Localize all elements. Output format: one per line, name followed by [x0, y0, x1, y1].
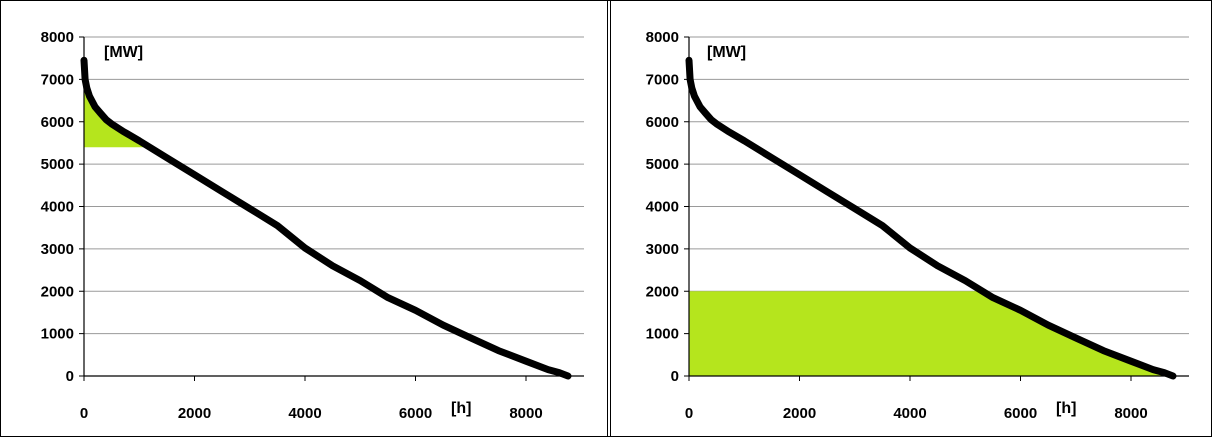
y-tick-labels: 0 1000 2000 3000 4000 5000 6000 7000 8000 — [41, 29, 74, 385]
y-tick-label: 5000 — [41, 156, 74, 173]
y-tick-label: 6000 — [646, 114, 679, 131]
shaded-area — [84, 60, 150, 148]
x-tick-label: 0 — [685, 405, 693, 422]
x-tick-label: 8000 — [509, 405, 542, 422]
y-tick-label: 3000 — [41, 241, 74, 258]
curve-path — [685, 56, 1177, 380]
y-tick-label: 0 — [671, 368, 679, 385]
y-axis-unit: [MW] — [104, 44, 143, 61]
y-tick-label: 7000 — [41, 71, 74, 88]
load-duration-chart-right: 0 1000 2000 3000 4000 5000 6000 7000 8000 0 2000 4… — [646, 29, 1189, 422]
x-tick-label: 4000 — [893, 405, 926, 422]
axes — [79, 36, 584, 381]
y-tick-label: 8000 — [41, 29, 74, 46]
x-tick-label: 2000 — [178, 405, 211, 422]
y-tick-label: 2000 — [41, 283, 74, 300]
x-tick-label: 0 — [80, 405, 88, 422]
x-tick-labels: 0 2000 4000 6000 8000 — [685, 405, 1148, 422]
x-axis-unit: [h] — [1056, 400, 1076, 417]
shaded-region — [84, 60, 150, 148]
y-tick-label: 5000 — [646, 156, 679, 173]
y-tick-label: 8000 — [646, 29, 679, 46]
y-tick-label: 7000 — [646, 71, 679, 88]
y-gridlines — [84, 36, 584, 335]
y-tick-label: 0 — [66, 368, 74, 385]
x-tick-label: 8000 — [1114, 405, 1147, 422]
x-tick-label: 6000 — [399, 405, 432, 422]
y-tick-label: 6000 — [41, 114, 74, 131]
y-tick-label: 2000 — [646, 283, 679, 300]
load-duration-curve — [685, 56, 1177, 380]
y-gridlines — [689, 36, 1189, 335]
y-tick-label: 4000 — [41, 199, 74, 216]
y-tick-label: 3000 — [646, 241, 679, 258]
y-tick-label: 1000 — [41, 326, 74, 343]
x-tick-label: 4000 — [288, 405, 321, 422]
x-tick-labels: 0 2000 4000 6000 8000 — [80, 405, 543, 422]
load-duration-curve — [80, 56, 572, 380]
y-axis-unit: [MW] — [707, 44, 746, 61]
x-tick-label: 2000 — [783, 405, 816, 422]
curve-path — [80, 56, 572, 380]
x-tick-label: 6000 — [1004, 405, 1037, 422]
x-axis-unit: [h] — [451, 400, 471, 417]
load-duration-chart-left: 0 1000 2000 3000 4000 5000 6000 7000 8000 0 2000 4… — [41, 29, 584, 422]
y-tick-label: 4000 — [646, 199, 679, 216]
shaded-area — [689, 291, 1173, 376]
y-tick-labels: 0 1000 2000 3000 4000 5000 6000 7000 8000 — [646, 29, 679, 385]
shaded-region — [689, 291, 1173, 376]
y-tick-label: 1000 — [646, 326, 679, 343]
